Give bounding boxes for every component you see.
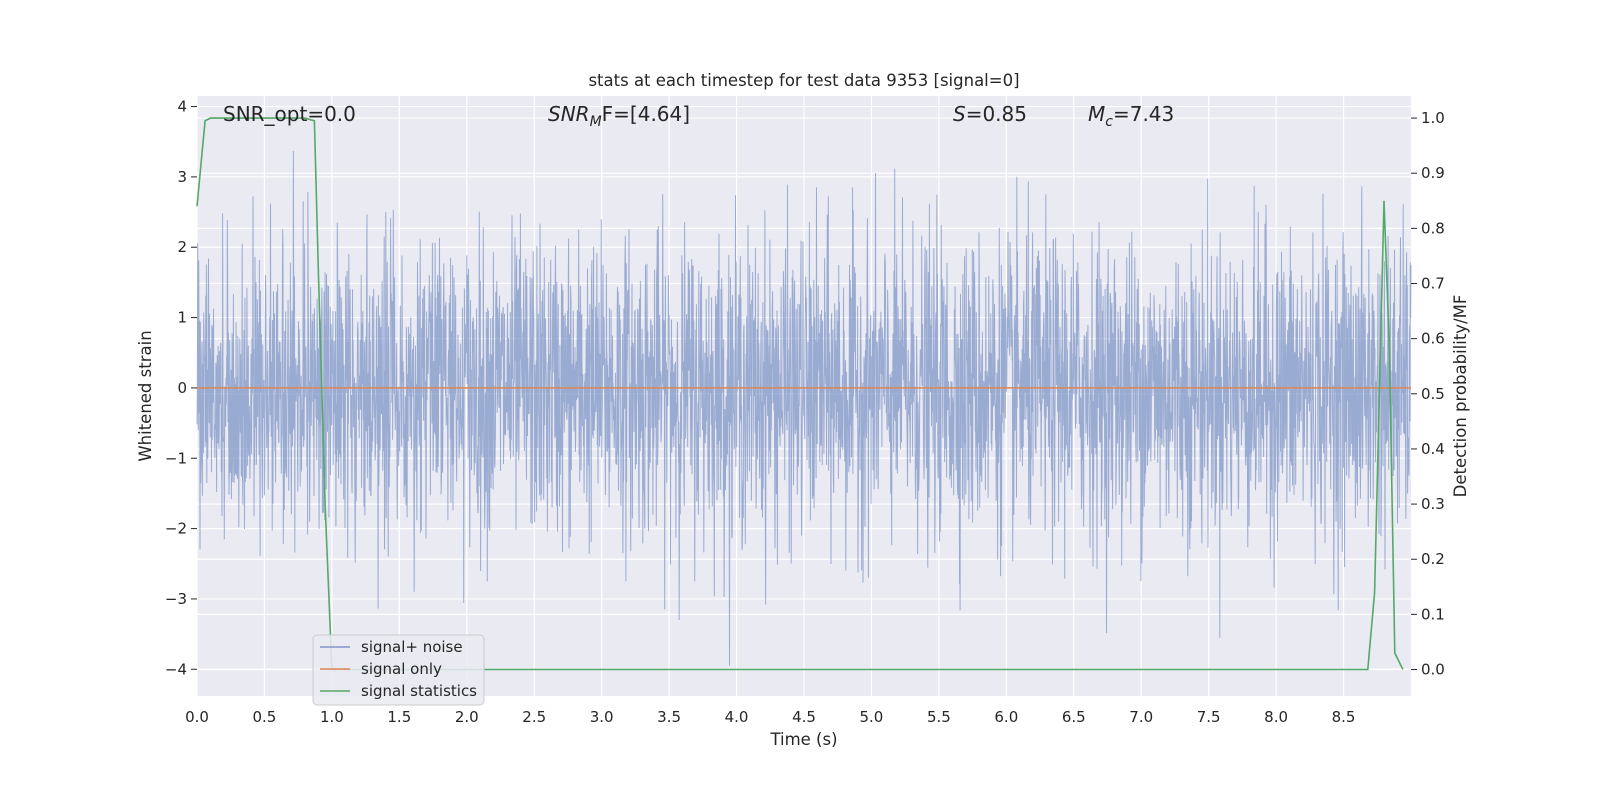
- x-tick-label: 6.5: [1062, 708, 1086, 726]
- x-tick-label: 3.0: [590, 708, 614, 726]
- x-tick-label: 5.0: [860, 708, 884, 726]
- y-tick-label: 4: [177, 98, 187, 116]
- y-tick-label: 2: [177, 238, 187, 256]
- y2-tick-label: 0.5: [1421, 385, 1445, 403]
- y-tick-label: −1: [165, 449, 187, 467]
- y2-tick-label: 0.2: [1421, 550, 1445, 568]
- y2-axis-label: Detection probability/MF: [1451, 295, 1470, 498]
- y2-tick-label: 1.0: [1421, 109, 1445, 127]
- x-tick-label: 1.5: [387, 708, 411, 726]
- y2-tick-label: 0.1: [1421, 605, 1445, 623]
- x-tick-label: 8.0: [1264, 708, 1288, 726]
- annotation-snr-mf-value: F=[4.64]: [602, 102, 690, 126]
- x-tick-label: 7.0: [1129, 708, 1153, 726]
- y-tick-label: 3: [177, 168, 187, 186]
- x-tick-label: 5.5: [927, 708, 951, 726]
- annotation-mc-subscript: c: [1105, 114, 1113, 130]
- annotation-snr-mf-symbol: SNR: [548, 102, 590, 126]
- legend: signal+ noise signal only signal statist…: [312, 634, 485, 706]
- legend-box: [312, 634, 485, 706]
- y2-tick-label: 0.3: [1421, 495, 1445, 513]
- y2-tick-label: 0.4: [1421, 440, 1445, 458]
- y2-tick-label: 0.6: [1421, 330, 1445, 348]
- annotation-s-symbol: S: [953, 102, 966, 126]
- series-signal-statistics: [196, 117, 1404, 671]
- x-tick-label: 1.0: [320, 708, 344, 726]
- annotation-snr-mf-subscript: M: [590, 114, 602, 130]
- y-tick-label: −3: [165, 590, 187, 608]
- series-signal-plus-noise: [196, 150, 1412, 666]
- x-tick-label: 6.0: [994, 708, 1018, 726]
- y-tick-label: 1: [177, 309, 187, 327]
- annotation-s-value: =0.85: [966, 102, 1027, 126]
- x-axis-label: Time (s): [769, 730, 837, 749]
- y-tick-label: 0: [177, 379, 187, 397]
- x-tick-label: 7.5: [1197, 708, 1221, 726]
- x-tick-label: 4.5: [792, 708, 816, 726]
- annotation-snr-mf: SNRMF=[4.64]: [548, 102, 690, 130]
- x-tick-label: 3.5: [657, 708, 681, 726]
- y-tick-label: −2: [165, 520, 187, 538]
- legend-label-signal-only: signal only: [361, 660, 442, 678]
- legend-label-signal-statistics: signal statistics: [361, 682, 477, 700]
- chart-title: stats at each timestep for test data 935…: [588, 71, 1019, 90]
- legend-label-signal-plus-noise: signal+ noise: [361, 638, 463, 656]
- annotation-s: S=0.85: [953, 102, 1027, 126]
- y-tick-label: −4: [165, 660, 187, 678]
- y2-axis-ticks: 1.0 0.9 0.8 0.7 0.6 0.5 0.4 0.3 0.2 0.1 0.0: [1411, 109, 1445, 679]
- x-tick-label: 0.0: [185, 708, 209, 726]
- x-tick-label: 2.0: [455, 708, 479, 726]
- annotation-mc-symbol: M: [1088, 102, 1105, 126]
- y-axis-label: Whitened strain: [136, 330, 155, 461]
- x-tick-label: 4.0: [725, 708, 749, 726]
- signal-plus-noise-line: [196, 150, 1412, 666]
- x-tick-label: 8.5: [1332, 708, 1356, 726]
- x-tick-label: 0.5: [253, 708, 277, 726]
- y2-tick-label: 0.0: [1421, 661, 1445, 679]
- annotation-mc: Mc=7.43: [1088, 102, 1174, 130]
- y2-tick-label: 0.8: [1421, 219, 1445, 237]
- x-tick-label: 2.5: [522, 708, 546, 726]
- y2-tick-label: 0.9: [1421, 164, 1445, 182]
- annotation-snr-opt: SNR_opt=0.0: [223, 102, 356, 126]
- annotation-mc-value: =7.43: [1113, 102, 1174, 126]
- y2-tick-label: 0.7: [1421, 275, 1445, 293]
- signal-statistics-line: [196, 117, 1404, 671]
- y-axis-ticks: 4 3 2 1 0 −1 −2 −3 −4: [165, 98, 197, 678]
- x-axis-ticks: 0.0 0.5 1.0 1.5 2.0 2.5 3.0 3.5 4.0 4.5 5.0 5.5 6.0 6…: [185, 708, 1355, 726]
